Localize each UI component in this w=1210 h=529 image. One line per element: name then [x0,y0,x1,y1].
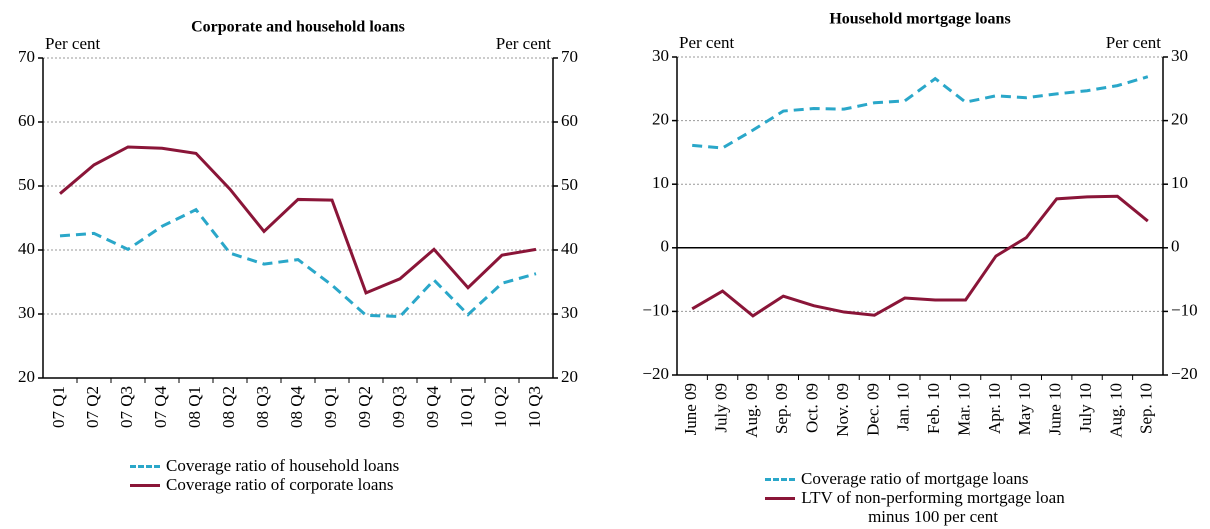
x-tick-label: 10 Q1 [457,386,476,428]
y-tick-label: 50 [18,175,35,194]
series-line [59,207,537,319]
x-tick-label: Feb. 10 [924,383,943,434]
x-tick-label: May 10 [1015,383,1034,435]
y-tick-label: 20 [652,110,669,129]
series-line [59,145,537,295]
y2-axis-label: Per cent [1106,33,1162,52]
x-tick-label: Apr. 10 [985,383,1004,434]
x-tick-label: Sep. 10 [1137,383,1156,434]
legend-entry: Coverage ratio of mortgage loans [765,469,1065,488]
legend-entry: Coverage ratio of household loans [130,456,490,475]
x-tick-label: 08 Q3 [253,386,272,428]
legend-swatch [130,465,160,468]
y-tick-label: 60 [18,111,35,130]
y-axis-label: Per cent [679,33,735,52]
y-tick-label: 0 [661,237,670,256]
legend-swatch [130,484,160,487]
y2-tick-label: 70 [561,47,578,66]
series-line [691,194,1149,318]
x-tick-label: 07 Q2 [83,386,102,428]
y2-tick-label: 0 [1171,237,1180,256]
y2-tick-label: 10 [1171,173,1188,192]
x-tick-label: 07 Q4 [151,386,170,429]
y-axis-label: Per cent [45,34,101,53]
y2-tick-label: 20 [561,367,578,386]
y-tick-label: 20 [18,367,35,386]
x-tick-label: 08 Q4 [287,386,306,429]
y2-tick-label: −10 [1171,300,1198,319]
x-tick-label: Jan. 10 [894,383,913,431]
x-tick-label: 09 Q2 [355,386,374,428]
y-tick-label: −20 [642,364,669,383]
y-tick-label: −10 [642,300,669,319]
y-tick-label: 10 [652,173,669,192]
x-tick-label: 09 Q3 [389,386,408,428]
chart-title: Corporate and household loans [191,19,405,36]
legend-label: Coverage ratio of corporate loans [166,475,394,494]
chart-title: Household mortgage loans [829,11,1010,28]
y2-tick-label: 60 [561,111,578,130]
y2-tick-label: 40 [561,239,578,258]
x-tick-label: 08 Q2 [219,386,238,428]
x-tick-label: 07 Q1 [49,386,68,428]
y2-axis-label: Per cent [496,34,552,53]
x-tick-label: June 10 [1046,383,1065,435]
x-tick-label: Mar. 10 [954,383,973,436]
legend: Coverage ratio of mortgage loans LTV of n… [765,469,1065,526]
x-tick-label: June 09 [681,383,700,435]
legend: Coverage ratio of household loans Coverag… [130,456,490,494]
y-tick-label: 70 [18,47,35,66]
x-tick-label: Aug. 09 [742,383,761,438]
x-tick-label: Dec. 09 [863,383,882,436]
legend-swatch [765,497,795,500]
x-tick-label: 07 Q3 [117,386,136,428]
y-tick-label: 40 [18,239,35,258]
legend-label: LTV of non-performing mortgage loan minu… [801,488,1065,526]
series-line [692,75,1149,150]
x-tick-label: 08 Q1 [185,386,204,428]
x-tick-label: Nov. 09 [833,383,852,437]
x-tick-label: July 10 [1076,383,1095,433]
legend-entry: LTV of non-performing mortgage loan minu… [765,488,1065,526]
legend-label: Coverage ratio of household loans [166,456,400,475]
y2-tick-label: 20 [1171,110,1188,129]
y2-tick-label: 30 [1171,46,1188,65]
x-tick-label: Oct. 09 [803,383,822,433]
legend-swatch [765,478,795,481]
x-tick-label: July 09 [711,383,730,433]
x-tick-label: Aug. 10 [1106,383,1125,438]
y2-tick-label: 50 [561,175,578,194]
y2-tick-label: 30 [561,303,578,322]
x-tick-label: 09 Q1 [321,386,340,428]
y-tick-label: 30 [18,303,35,322]
x-tick-label: Sep. 09 [772,383,791,434]
x-tick-label: 09 Q4 [423,386,442,429]
y-tick-label: 30 [652,46,669,65]
legend-label: Coverage ratio of mortgage loans [801,469,1029,488]
x-tick-label: 10 Q2 [491,386,510,428]
x-tick-label: 10 Q3 [525,386,544,428]
legend-entry: Coverage ratio of corporate loans [130,475,490,494]
y2-tick-label: −20 [1171,364,1198,383]
